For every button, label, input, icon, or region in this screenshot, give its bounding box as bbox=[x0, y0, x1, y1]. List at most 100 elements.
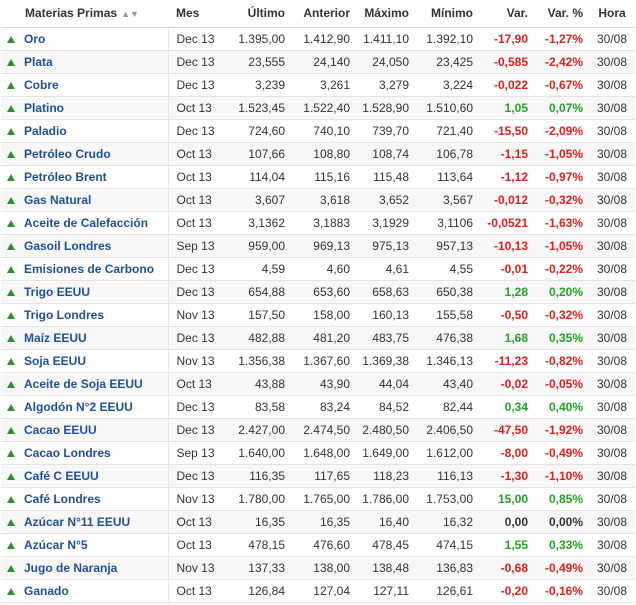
cell-low: 957,13 bbox=[436, 238, 473, 253]
cell-previous: 16,35 bbox=[319, 514, 350, 529]
cell-previous: 24,140 bbox=[313, 54, 350, 69]
cell-last: 2.427,00 bbox=[238, 422, 285, 437]
commodity-link[interactable]: Petróleo Crudo bbox=[24, 146, 111, 161]
cell-month: Nov 13 bbox=[176, 491, 215, 506]
cell-previous: 2.474,50 bbox=[303, 422, 350, 437]
cell-change: 1,68 bbox=[504, 330, 528, 345]
cell-time: 30/08 bbox=[596, 123, 628, 138]
commodity-link[interactable]: Cacao Londres bbox=[24, 445, 111, 460]
cell-month: Oct 13 bbox=[176, 583, 212, 598]
commodity-link[interactable]: Gas Natural bbox=[24, 192, 92, 207]
cell-previous: 127,04 bbox=[313, 583, 350, 598]
cell-name: Cobre bbox=[1, 73, 169, 96]
column-header-anterior[interactable]: Anterior bbox=[303, 6, 350, 21]
commodity-link[interactable]: Petróleo Brent bbox=[24, 169, 107, 184]
cell-time: 30/08 bbox=[596, 537, 628, 552]
table-row: Aceite de Calefacción Oct 13 3,1362 3,1883 3… bbox=[1, 211, 635, 234]
table-row: Trigo EEUU Dec 13 654,88 653,60 658,63 650,38… bbox=[1, 280, 635, 303]
cell-high: 2.480,50 bbox=[362, 422, 409, 437]
commodity-link[interactable]: Platino bbox=[24, 100, 65, 115]
cell-high: 1.369,38 bbox=[362, 353, 409, 368]
column-header-hora[interactable]: Hora bbox=[598, 6, 626, 21]
cell-name: Plata bbox=[1, 50, 169, 73]
cell-time: 30/08 bbox=[596, 445, 628, 460]
cell-time: 30/08 bbox=[596, 560, 628, 575]
column-header-minimo[interactable]: Mínimo bbox=[431, 6, 473, 21]
table-row: Ganado Oct 13 126,84 127,04 127,11 126,61 -0,2… bbox=[1, 579, 635, 602]
commodity-link[interactable]: Algodón N°2 EEUU bbox=[24, 399, 133, 414]
commodity-link[interactable]: Azúcar N°5 bbox=[24, 537, 88, 552]
commodity-link[interactable]: Trigo Londres bbox=[24, 307, 105, 322]
arrow-up-icon bbox=[7, 173, 15, 181]
cell-previous: 1.648,00 bbox=[303, 445, 350, 460]
cell-change: 1,28 bbox=[504, 284, 528, 299]
column-header-var[interactable]: Var. bbox=[506, 6, 528, 21]
commodity-link[interactable]: Oro bbox=[24, 31, 46, 46]
commodity-link[interactable]: Plata bbox=[24, 54, 53, 69]
cell-high: 138,48 bbox=[372, 560, 409, 575]
cell-change: 1,05 bbox=[504, 100, 528, 115]
commodity-link[interactable]: Paladio bbox=[24, 123, 67, 138]
table-row: Platino Oct 13 1.523,45 1.522,40 1.528,90 1.5… bbox=[1, 96, 635, 119]
cell-previous: 138,00 bbox=[313, 560, 350, 575]
cell-previous: 481,20 bbox=[313, 330, 350, 345]
cell-high: 3,279 bbox=[378, 77, 409, 92]
cell-month: Dec 13 bbox=[176, 31, 215, 46]
commodity-link[interactable]: Jugo de Naranja bbox=[24, 560, 118, 575]
cell-previous: 740,10 bbox=[313, 123, 350, 138]
commodity-link[interactable]: Ganado bbox=[24, 583, 69, 598]
cell-change-pct: -0,32% bbox=[544, 192, 583, 207]
cell-change-pct: -1,05% bbox=[544, 146, 583, 161]
column-header-mes[interactable]: Mes bbox=[176, 6, 200, 21]
cell-change: -15,50 bbox=[493, 123, 528, 138]
cell-last: 116,35 bbox=[249, 468, 285, 483]
column-header-var-pct[interactable]: Var. % bbox=[547, 6, 583, 21]
cell-change: 1,55 bbox=[504, 537, 528, 552]
cell-change: -1,12 bbox=[500, 169, 528, 184]
commodity-link[interactable]: Café Londres bbox=[24, 491, 101, 506]
cell-change: -0,012 bbox=[493, 192, 528, 207]
commodity-link[interactable]: Trigo EEUU bbox=[24, 284, 91, 299]
cell-name: Azúcar N°11 EEUU bbox=[1, 510, 169, 533]
cell-high: 3,1929 bbox=[372, 215, 409, 230]
cell-previous: 83,24 bbox=[319, 399, 350, 414]
cell-change-pct: -0,22% bbox=[544, 261, 583, 276]
commodity-link[interactable]: Aceite de Calefacción bbox=[24, 215, 149, 230]
cell-last: 959,00 bbox=[248, 238, 285, 253]
commodity-link[interactable]: Soja EEUU bbox=[24, 353, 87, 368]
commodity-link[interactable]: Cacao EEUU bbox=[24, 422, 97, 437]
commodity-link[interactable]: Emisiones de Carbono bbox=[24, 261, 155, 276]
table-row: Algodón N°2 EEUU Dec 13 83,58 83,24 84,52 82,… bbox=[1, 395, 635, 418]
commodity-link[interactable]: Maíz EEUU bbox=[24, 330, 87, 345]
commodity-link[interactable]: Café C EEUU bbox=[24, 468, 99, 483]
arrow-up-icon bbox=[7, 81, 15, 89]
cell-high: 1.528,90 bbox=[362, 100, 409, 115]
cell-previous: 1.412,90 bbox=[303, 31, 350, 46]
column-header-ultimo[interactable]: Último bbox=[247, 6, 285, 21]
cell-low: 721,40 bbox=[436, 123, 473, 138]
arrow-up-icon bbox=[7, 311, 15, 319]
commodity-link[interactable]: Azúcar N°11 EEUU bbox=[24, 514, 131, 529]
cell-time: 30/08 bbox=[596, 77, 628, 92]
table-row: Azúcar N°11 EEUU Oct 13 16,35 16,35 16,40 16,… bbox=[1, 510, 635, 533]
cell-name: Gasoil Londres bbox=[1, 234, 169, 257]
cell-month: Dec 13 bbox=[176, 77, 215, 92]
commodity-link[interactable]: Aceite de Soja EEUU bbox=[24, 376, 143, 391]
cell-name: Platino bbox=[1, 96, 169, 119]
cell-month: Nov 13 bbox=[176, 353, 215, 368]
commodity-link[interactable]: Gasoil Londres bbox=[24, 238, 112, 253]
cell-change-pct: 0,00% bbox=[548, 514, 583, 529]
table-row: Jugo de Naranja Nov 13 137,33 138,00 138,48 1… bbox=[1, 556, 635, 579]
cell-high: 127,11 bbox=[373, 583, 409, 598]
cell-previous: 115,16 bbox=[314, 169, 350, 184]
column-header-name[interactable]: Materias Primas ▲▼ bbox=[1, 0, 168, 27]
cell-change: -10,13 bbox=[493, 238, 528, 253]
cell-high: 115,48 bbox=[373, 169, 409, 184]
arrow-up-icon bbox=[7, 242, 15, 250]
cell-change-pct: -0,32% bbox=[544, 307, 583, 322]
column-header-maximo[interactable]: Máximo bbox=[364, 6, 409, 21]
cell-last: 1.395,00 bbox=[238, 31, 285, 46]
table-row: Trigo Londres Nov 13 157,50 158,00 160,13 155… bbox=[1, 303, 635, 326]
commodity-link[interactable]: Cobre bbox=[24, 77, 59, 92]
cell-change: 0,34 bbox=[504, 399, 528, 414]
